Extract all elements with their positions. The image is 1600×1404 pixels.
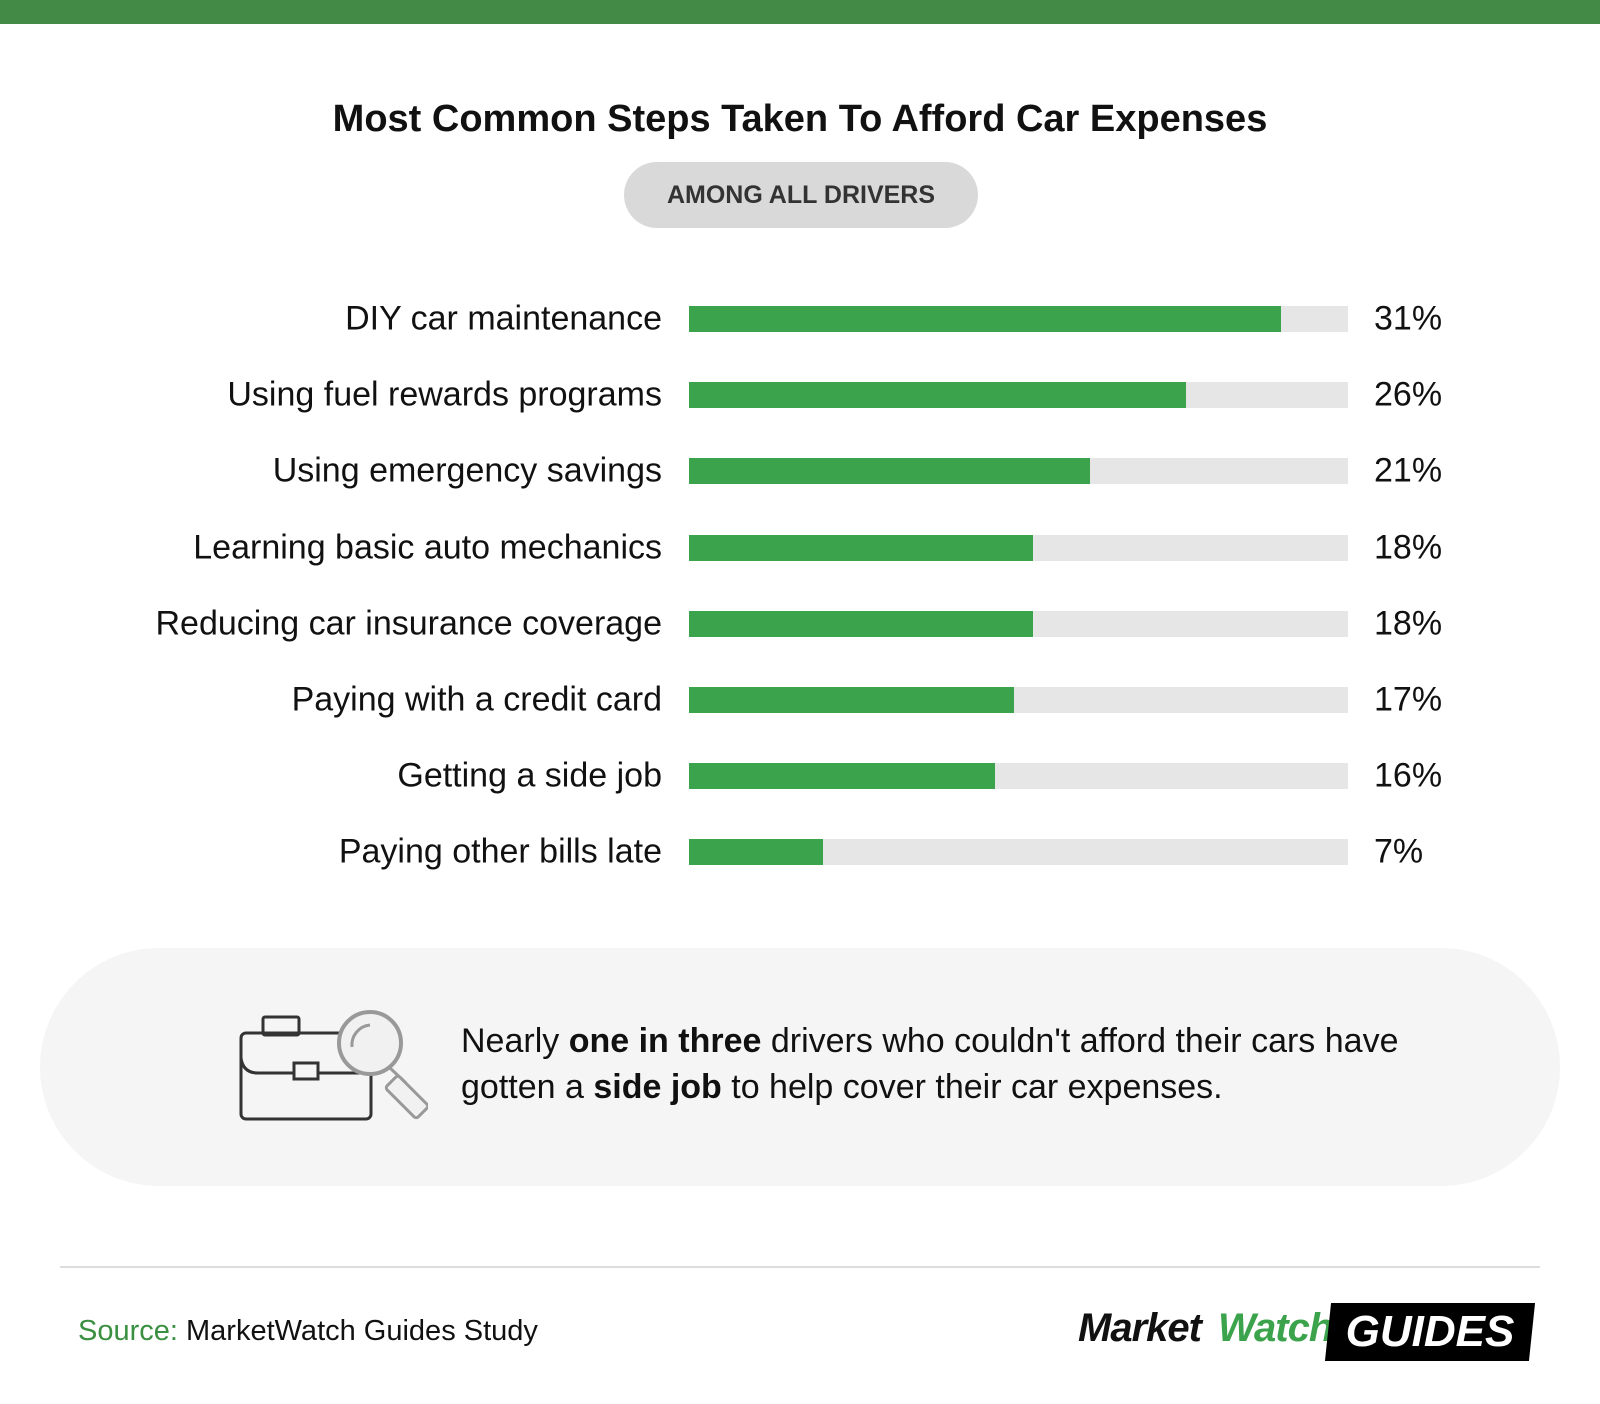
bar-track: [689, 839, 1348, 866]
callout-box: [40, 948, 1560, 1186]
source-text: MarketWatch Guides Study: [177, 1315, 538, 1347]
logo-guides-box: GUIDES: [1324, 1303, 1536, 1361]
bar: [689, 306, 1282, 332]
bar-track: [689, 306, 1348, 332]
bar: [689, 839, 823, 866]
bar: [689, 610, 1033, 637]
briefcase-magnifier-icon: [239, 1010, 428, 1121]
divider: [60, 1266, 1540, 1268]
category-label: Paying other bills late: [338, 832, 662, 871]
source-label: Source:: [78, 1315, 178, 1347]
callout-text-part: to help cover their car expenses.: [721, 1068, 1223, 1106]
bar-track: [689, 610, 1348, 637]
bar: [689, 534, 1033, 561]
bar-track: [689, 534, 1348, 561]
value-label: 18%: [1374, 528, 1443, 567]
value-label: 18%: [1374, 604, 1443, 643]
source-note: Source: MarketWatch Guides Study: [78, 1315, 538, 1348]
value-label: 7%: [1374, 832, 1424, 871]
value-label: 31%: [1374, 299, 1443, 338]
subtitle-pill: AMONG ALL DRIVERS: [624, 162, 978, 228]
category-label: Getting a side job: [397, 756, 662, 795]
callout-bold: one in three: [568, 1022, 762, 1060]
category-label: Paying with a credit card: [291, 680, 662, 719]
bar-track: [689, 458, 1348, 485]
bar-track: [689, 763, 1348, 790]
top-bar: [0, 0, 1600, 24]
bar-track: [689, 687, 1348, 713]
value-label: 21%: [1374, 451, 1443, 490]
logo-watch: Watch: [1218, 1306, 1333, 1350]
bar: [689, 382, 1186, 409]
bar: [689, 763, 995, 790]
callout-text-part: drivers who couldn't afford their cars h…: [461, 1022, 1399, 1106]
value-label: 16%: [1374, 756, 1443, 795]
chart-title: Most Common Steps Taken To Afford Car Ex…: [332, 98, 1268, 140]
logo-guides: GUIDES: [1345, 1307, 1515, 1356]
category-label: DIY car maintenance: [345, 299, 662, 338]
value-label: 26%: [1374, 375, 1443, 414]
bar-track: [689, 382, 1348, 409]
value-label: 17%: [1374, 680, 1443, 719]
callout-text: Nearly one in three drivers who couldn't…: [461, 1018, 1411, 1110]
logo-market: Market: [1078, 1306, 1202, 1350]
category-label: Using fuel rewards programs: [227, 375, 662, 414]
category-label: Reducing car insurance coverage: [155, 604, 662, 643]
callout-text-part: Nearly: [461, 1022, 569, 1060]
category-label: Learning basic auto mechanics: [193, 528, 662, 567]
bar: [689, 458, 1091, 485]
callout-bold: side job: [593, 1068, 722, 1106]
category-label: Using emergency savings: [272, 451, 662, 490]
bar: [689, 687, 1014, 713]
